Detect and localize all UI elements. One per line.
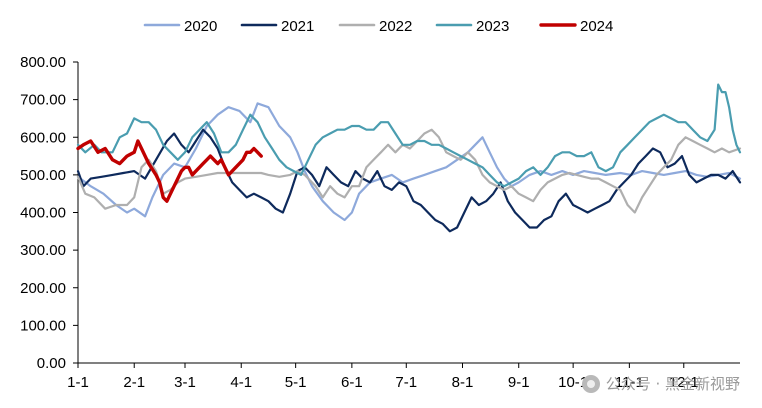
x-tick-label: 8-1 [452, 374, 474, 391]
x-tick-label: 9-1 [508, 374, 530, 391]
series-line-2021 [76, 128, 742, 233]
watermark: 公众号 · 黑金新视野 [581, 373, 740, 394]
wechat-icon [581, 374, 600, 393]
watermark-text: 公众号 · 黑金新视野 [605, 375, 740, 393]
x-tick-label: 1-1 [67, 374, 89, 391]
x-tick-label: 3-1 [174, 374, 196, 391]
legend-label-2022: 2022 [379, 18, 412, 35]
chart-legend: 2020 2021 2022 2023 2024 [143, 18, 613, 35]
x-tick-label: 2-1 [123, 374, 145, 391]
y-tick-label: 800.00 [20, 54, 66, 71]
legend-label-2020: 2020 [184, 18, 217, 35]
y-tick-label: 0.00 [37, 355, 66, 372]
legend-label-2024: 2024 [580, 18, 613, 35]
series-line-2023 [76, 83, 742, 188]
x-axis: 1-1 2-1 3-1 4-1 5-1 6-1 7-1 8-1 9-1 10-1 11-1 12-1 [67, 362, 740, 391]
x-tick-label: 12-1 [669, 374, 699, 391]
y-tick-label: 700.00 [20, 92, 66, 109]
y-tick-label: 100.00 [20, 317, 66, 334]
x-tick-label: 6-1 [341, 374, 363, 391]
x-tick-label: 5-1 [285, 374, 307, 391]
legend-label-2023: 2023 [476, 18, 509, 35]
x-tick-label: 11-1 [615, 374, 644, 391]
y-tick-label: 600.00 [20, 129, 66, 146]
legend-label-2021: 2021 [281, 18, 314, 35]
x-tick-label: 7-1 [395, 374, 417, 391]
x-tick-label: 4-1 [230, 374, 252, 391]
y-tick-label: 300.00 [20, 242, 66, 259]
y-tick-label: 500.00 [20, 167, 66, 184]
y-axis: 0.00 100.00 200.00 300.00 400.00 500.00 600.00… [20, 54, 79, 372]
series-line-2024 [76, 139, 263, 203]
x-tick-label: 10-1 [558, 374, 588, 391]
y-tick-label: 200.00 [20, 280, 66, 297]
series-group [76, 83, 742, 233]
series-line-2022 [76, 128, 742, 214]
y-tick-label: 400.00 [20, 205, 66, 222]
series-line-2020 [76, 102, 742, 222]
